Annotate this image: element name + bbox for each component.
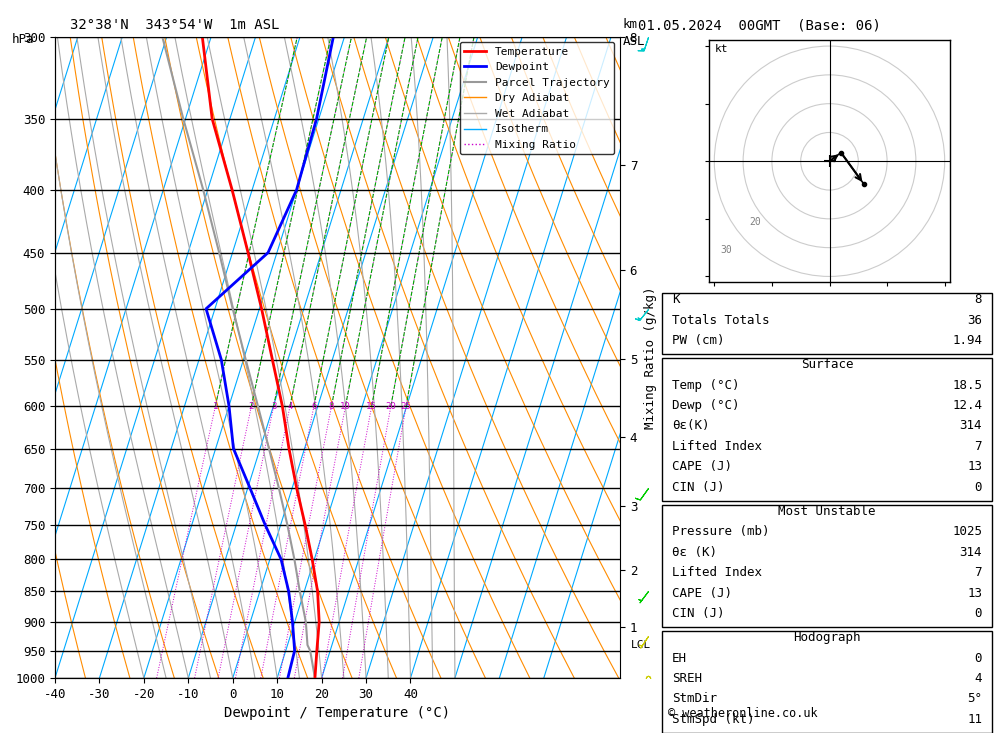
Y-axis label: Mixing Ratio (g/kg): Mixing Ratio (g/kg) (644, 286, 657, 429)
Text: 0: 0 (975, 607, 982, 620)
Text: 314: 314 (960, 546, 982, 559)
Text: 314: 314 (960, 419, 982, 432)
Text: Totals Totals: Totals Totals (672, 314, 769, 327)
Text: 12.4: 12.4 (952, 399, 982, 412)
Text: LCL: LCL (631, 640, 652, 650)
Text: 36: 36 (967, 314, 982, 327)
Text: 0: 0 (975, 481, 982, 493)
Text: PW (cm): PW (cm) (672, 334, 724, 347)
Text: 13: 13 (967, 460, 982, 474)
Text: 0: 0 (975, 652, 982, 665)
Text: Surface: Surface (801, 358, 853, 372)
Text: 4: 4 (975, 672, 982, 685)
Text: CIN (J): CIN (J) (672, 481, 724, 493)
Bar (662, 631, 992, 733)
Text: Dewp (°C): Dewp (°C) (672, 399, 739, 412)
Text: kt: kt (714, 44, 728, 54)
Text: Most Unstable: Most Unstable (778, 505, 876, 518)
Text: 20: 20 (749, 217, 761, 226)
Text: km: km (623, 18, 638, 32)
Text: 3: 3 (271, 402, 276, 411)
Text: 7: 7 (975, 566, 982, 579)
Text: EH: EH (672, 652, 687, 665)
Text: 7: 7 (975, 440, 982, 453)
Text: K: K (672, 293, 679, 306)
Text: Lifted Index: Lifted Index (672, 440, 762, 453)
Text: 1: 1 (213, 402, 218, 411)
Text: 4: 4 (287, 402, 293, 411)
Bar (662, 505, 992, 627)
Text: 20: 20 (386, 402, 396, 411)
Text: StmDir: StmDir (672, 693, 717, 705)
Text: 1.94: 1.94 (952, 334, 982, 347)
Text: 8: 8 (329, 402, 334, 411)
Text: Lifted Index: Lifted Index (672, 566, 762, 579)
Text: CAPE (J): CAPE (J) (672, 586, 732, 600)
Text: ASL: ASL (623, 35, 646, 48)
Text: 10: 10 (340, 402, 351, 411)
Bar (662, 293, 992, 354)
Text: 2: 2 (249, 402, 254, 411)
Text: © weatheronline.co.uk: © weatheronline.co.uk (668, 707, 818, 720)
X-axis label: Dewpoint / Temperature (°C): Dewpoint / Temperature (°C) (224, 707, 451, 721)
Text: 1025: 1025 (952, 526, 982, 538)
Text: 30: 30 (720, 246, 732, 255)
Text: 18.5: 18.5 (952, 379, 982, 391)
Text: θε(K): θε(K) (672, 419, 709, 432)
Text: SREH: SREH (672, 672, 702, 685)
Text: Hodograph: Hodograph (793, 631, 861, 644)
Text: 13: 13 (967, 586, 982, 600)
Text: CAPE (J): CAPE (J) (672, 460, 732, 474)
Text: Temp (°C): Temp (°C) (672, 379, 739, 391)
Bar (662, 358, 992, 501)
Text: Pressure (mb): Pressure (mb) (672, 526, 769, 538)
Text: 15: 15 (366, 402, 377, 411)
Text: StmSpd (kt): StmSpd (kt) (672, 712, 754, 726)
Text: 25: 25 (401, 402, 412, 411)
Text: 11: 11 (967, 712, 982, 726)
Text: 32°38'N  343°54'W  1m ASL: 32°38'N 343°54'W 1m ASL (70, 18, 279, 32)
Text: 01.05.2024  00GMT  (Base: 06): 01.05.2024 00GMT (Base: 06) (638, 18, 881, 32)
Text: 8: 8 (975, 293, 982, 306)
Legend: Temperature, Dewpoint, Parcel Trajectory, Dry Adiabat, Wet Adiabat, Isotherm, Mi: Temperature, Dewpoint, Parcel Trajectory… (460, 43, 614, 155)
Text: 6: 6 (311, 402, 317, 411)
Text: 5°: 5° (967, 693, 982, 705)
Text: hPa: hPa (12, 33, 34, 46)
Text: θε (K): θε (K) (672, 546, 717, 559)
Text: CIN (J): CIN (J) (672, 607, 724, 620)
